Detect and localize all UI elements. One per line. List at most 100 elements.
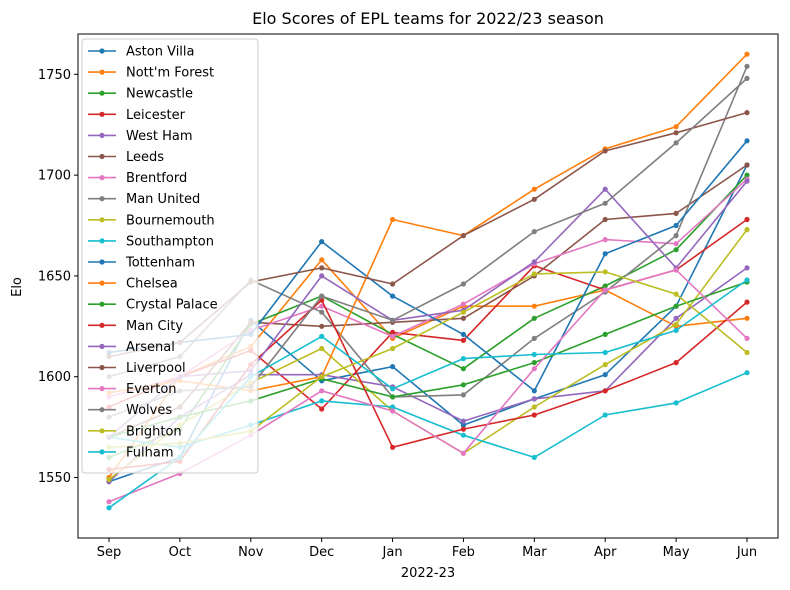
data-point (602, 186, 608, 192)
legend-item-west-ham: West Ham (88, 129, 193, 144)
data-point (106, 499, 112, 505)
legend-item-brighton: Brighton (88, 424, 182, 439)
data-point (531, 388, 537, 394)
data-point (460, 301, 466, 307)
data-point (744, 172, 750, 178)
legend-item-brentford: Brentford (88, 171, 187, 186)
legend-item-man-city: Man City (88, 319, 183, 334)
data-point (531, 366, 537, 372)
data-point (602, 216, 608, 223)
data-point (460, 382, 466, 388)
legend-swatch-marker (99, 301, 105, 307)
legend-label: Arsenal (126, 340, 175, 355)
legend: Aston Villa Nott'm Forest Newcastle Leicest… (81, 38, 259, 474)
legend-swatch-marker (99, 175, 105, 181)
x-tick-label: May (663, 545, 690, 560)
legend-item-southampton: Southampton (88, 234, 214, 249)
data-point (673, 291, 679, 297)
data-point (602, 237, 608, 243)
legend-label: Wolves (126, 403, 172, 418)
data-point (531, 360, 537, 366)
data-point (460, 366, 466, 372)
data-point (531, 351, 537, 358)
y-axis-label: Elo (10, 277, 25, 297)
legend-swatch-marker (99, 69, 105, 75)
legend-item-nott-m-forest: Nott'm Forest (88, 66, 214, 81)
data-point (460, 281, 466, 287)
data-point (673, 400, 679, 406)
data-point (460, 315, 466, 321)
legend-item-fulham: Fulham (88, 445, 174, 460)
data-point (744, 162, 750, 168)
data-point (744, 315, 750, 321)
y-tick-label: 1750 (38, 68, 71, 83)
data-point (319, 273, 325, 279)
data-point (531, 396, 537, 402)
data-point (673, 222, 679, 229)
data-point (744, 277, 750, 283)
data-point (460, 418, 466, 424)
data-point (460, 233, 466, 239)
data-point (744, 227, 750, 233)
data-point (531, 271, 537, 277)
x-tick-label: Apr (594, 545, 617, 560)
data-point (319, 374, 325, 380)
data-point (390, 329, 396, 335)
legend-label: Crystal Palace (126, 298, 218, 313)
data-point (602, 388, 608, 394)
legend-label: Man City (126, 319, 183, 334)
data-point (673, 247, 679, 253)
data-point (531, 186, 537, 192)
x-tick-label: Dec (309, 545, 334, 560)
chart-title: Elo Scores of EPL teams for 2022/23 seas… (252, 9, 604, 28)
data-point (319, 398, 325, 404)
data-point (602, 200, 608, 206)
data-point (673, 303, 679, 309)
data-point (531, 303, 537, 309)
legend-label: Leicester (126, 108, 186, 123)
data-point (602, 362, 608, 368)
legend-label: Southampton (126, 234, 214, 249)
data-point (673, 267, 679, 273)
x-tick-label: Mar (522, 545, 547, 560)
data-point (602, 269, 608, 275)
data-point (390, 281, 396, 287)
legend-swatch-marker (99, 48, 105, 54)
legend-box (81, 38, 259, 474)
legend-item-liverpool: Liverpool (88, 361, 186, 376)
legend-item-aston-villa: Aston Villa (88, 45, 195, 60)
data-point (460, 356, 466, 362)
data-point (390, 345, 396, 352)
data-point (319, 309, 325, 315)
legend-item-chelsea: Chelsea (88, 277, 178, 292)
legend-swatch-marker (99, 322, 105, 328)
data-point (319, 388, 325, 394)
legend-swatch-marker (99, 90, 105, 96)
y-tick-label: 1550 (38, 471, 71, 486)
data-point (744, 75, 750, 81)
data-point (319, 323, 325, 329)
legend-swatch-marker (99, 386, 105, 392)
data-point (460, 426, 466, 432)
legend-item-leeds: Leeds (88, 150, 164, 165)
legend-item-everton: Everton (88, 382, 177, 397)
legend-swatch-marker (99, 132, 105, 138)
legend-item-leicester: Leicester (88, 108, 186, 123)
data-point (460, 450, 466, 456)
data-point (673, 327, 679, 333)
data-point (390, 293, 396, 299)
legend-item-crystal-palace: Crystal Palace (88, 298, 218, 313)
data-point (673, 233, 679, 239)
x-axis-label: 2022-23 (401, 566, 455, 581)
data-point (744, 216, 750, 223)
data-point (460, 309, 466, 315)
legend-item-wolves: Wolves (88, 403, 172, 418)
data-point (673, 360, 679, 366)
legend-swatch-marker (99, 343, 105, 349)
legend-label: West Ham (126, 129, 193, 144)
legend-item-tottenham: Tottenham (88, 256, 195, 271)
data-point (390, 364, 396, 370)
data-point (460, 337, 466, 343)
data-point (319, 345, 325, 352)
